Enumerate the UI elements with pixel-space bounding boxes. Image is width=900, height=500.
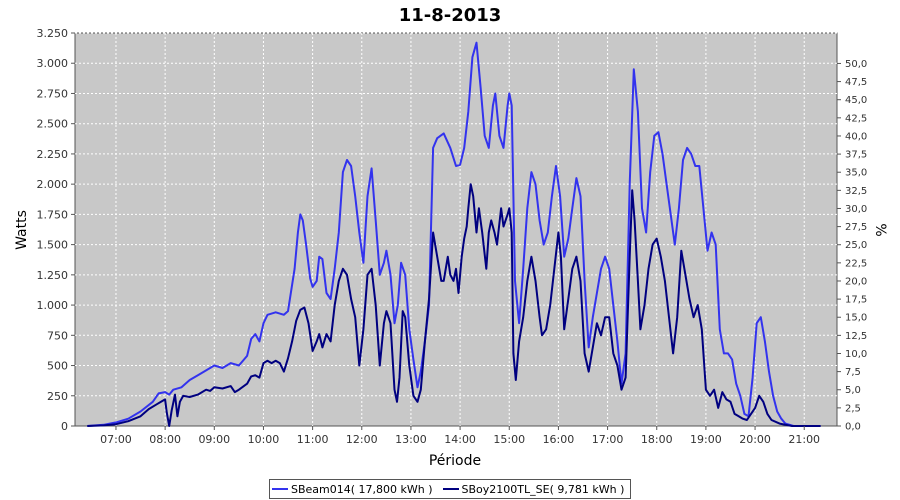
y-tick-label: 3.000 [37, 57, 69, 70]
y-tick-label: 2.750 [37, 87, 69, 100]
y-tick-label: 2.250 [37, 148, 69, 161]
y-tick-label: 500 [47, 360, 68, 373]
x-tick-label: 08:00 [149, 433, 181, 446]
y-right-tick-label: 7,5 [845, 367, 861, 378]
y-tick-label: 3.250 [37, 27, 69, 40]
y-right-tick-label: 32,5 [845, 186, 867, 197]
grid-lines [75, 32, 837, 426]
y-tick-label: 2.500 [37, 118, 69, 131]
x-tick-label: 21:00 [788, 433, 820, 446]
legend-swatch-sbeam [272, 488, 288, 490]
y-tick-label: 0 [61, 420, 68, 433]
x-tick-label: 14:00 [444, 433, 476, 446]
y-right-tick-label: 5,0 [845, 385, 861, 396]
x-tick-label: 12:00 [346, 433, 378, 446]
y-right-tick-label: 50,0 [845, 59, 867, 70]
y-tick-label: 1.250 [37, 269, 69, 282]
x-tick-label: 18:00 [641, 433, 673, 446]
y-right-tick-label: 40,0 [845, 131, 867, 142]
legend-item-sbeam: SBeam014( 17,800 kWh ) [272, 483, 433, 496]
legend-label-sbeam: SBeam014( 17,800 kWh ) [291, 482, 433, 496]
y-axis-left: 0 250 500 750 1.000 1.250 1.500 1.750 2.000 2.250… [37, 27, 75, 433]
y-right-tick-label: 37,5 [845, 150, 867, 161]
y-axis-title: Watts [14, 210, 30, 250]
y-tick-label: 1.500 [37, 239, 69, 252]
series-line-sbeam014 [87, 41, 821, 427]
y-axis-right: 0,0 2,5 5,0 7,5 10,0 12,5 15,0 17,5 20,0 22,5 25,0… [837, 59, 867, 433]
x-axis-title: Période [429, 453, 481, 469]
y-right-tick-label: 15,0 [845, 313, 867, 324]
y-right-tick-label: 42,5 [845, 113, 867, 124]
chart-legend: SBeam014( 17,800 kWh ) SBoy2100TL_SE( 9,… [269, 479, 632, 499]
y-right-tick-label: 17,5 [845, 295, 867, 306]
y-right-tick-label: 35,0 [845, 168, 867, 179]
x-tick-label: 09:00 [198, 433, 230, 446]
y-tick-label: 2.000 [37, 178, 69, 191]
y-right-tick-label: 30,0 [845, 204, 867, 215]
y-right-tick-label: 12,5 [845, 331, 867, 342]
x-tick-label: 17:00 [592, 433, 624, 446]
series-layer [87, 41, 821, 427]
x-tick-label: 10:00 [248, 433, 280, 446]
y-axis-right-title: % [872, 223, 888, 236]
y-right-tick-label: 47,5 [845, 77, 867, 88]
y-right-tick-label: 0,0 [845, 422, 861, 433]
x-tick-label: 20:00 [739, 433, 771, 446]
legend-label-sboy: SBoy2100TL_SE( 9,781 kWh ) [461, 482, 625, 496]
y-tick-label: 250 [47, 390, 68, 403]
y-tick-label: 1.750 [37, 208, 69, 221]
x-tick-label: 07:00 [100, 433, 132, 446]
y-right-tick-label: 22,5 [845, 258, 867, 269]
x-axis: 07:00 08:00 09:00 10:00 11:00 12:00 13:00 14:00… [100, 426, 820, 446]
x-tick-label: 11:00 [297, 433, 329, 446]
y-right-tick-label: 20,0 [845, 276, 867, 287]
x-tick-label: 16:00 [543, 433, 575, 446]
y-right-tick-label: 27,5 [845, 222, 867, 233]
x-tick-label: 13:00 [395, 433, 427, 446]
y-right-tick-label: 2,5 [845, 403, 861, 414]
legend-item-sboy: SBoy2100TL_SE( 9,781 kWh ) [442, 482, 625, 496]
y-tick-label: 1.000 [37, 299, 69, 312]
x-tick-label: 15:00 [493, 433, 525, 446]
chart-title: 11-8-2013 [399, 5, 502, 26]
series-line-sboy2100tl [87, 183, 821, 427]
y-tick-label: 750 [47, 329, 68, 342]
y-right-tick-label: 10,0 [845, 349, 867, 360]
legend-swatch-sboy [442, 488, 459, 490]
y-right-tick-label: 45,0 [845, 95, 867, 106]
x-tick-label: 19:00 [690, 433, 722, 446]
plot-area [74, 32, 838, 427]
y-right-tick-label: 25,0 [845, 240, 867, 251]
